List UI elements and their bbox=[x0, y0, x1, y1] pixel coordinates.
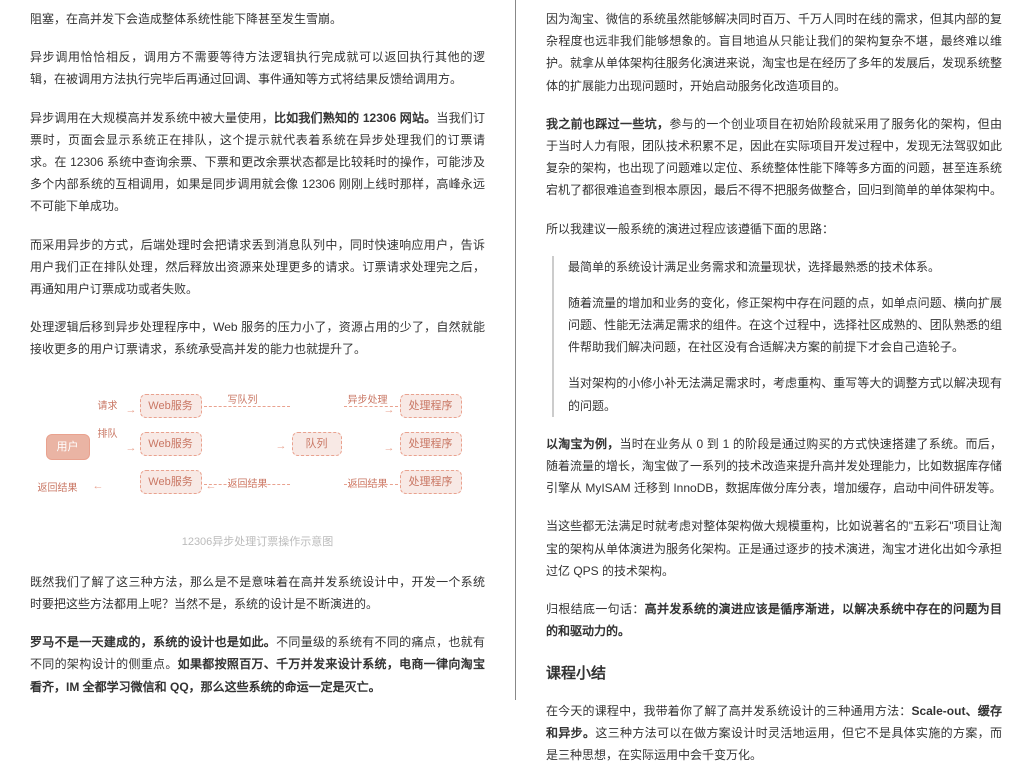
quote-item-1: 随着流量的增加和业务的变化，修正架构中存在问题的点，如单点问题、横向扩展问题、性… bbox=[568, 292, 1002, 359]
text-run: 比如我们熟知的 12306 网站。 bbox=[274, 111, 436, 125]
async-flow-diagram: 用户Web服务Web服务Web服务队列处理程序处理程序处理程序请求排队返回结果写… bbox=[38, 376, 478, 526]
diagram-node-web3: Web服务 bbox=[140, 470, 202, 494]
text-run: 所以我建议一般系统的演进过程应该遵循下面的思路： bbox=[546, 222, 834, 236]
right-para2-0: 以淘宝为例，当时在业务从 0 到 1 的阶段是通过购买的方式快速搭建了系统。而后… bbox=[546, 433, 1002, 500]
guideline-quote: 最简单的系统设计满足业务需求和流量现状，选择最熟悉的技术体系。随着流量的增加和业… bbox=[552, 256, 1002, 417]
diagram-arrow-1: → bbox=[126, 438, 137, 458]
text-run: 在今天的课程中，我带着你了解了高并发系统设计的三种通用方法： bbox=[546, 704, 911, 718]
diagram-node-proc1: 处理程序 bbox=[400, 394, 462, 418]
diagram-node-web1: Web服务 bbox=[140, 394, 202, 418]
diagram-label-0: 请求 bbox=[98, 398, 118, 417]
text-run: 罗马不是一天建成的，系统的设计也是如此。 bbox=[30, 635, 276, 649]
diagram-label-1: 排队 bbox=[98, 426, 118, 445]
diagram-arrow-7: ← bbox=[348, 476, 359, 496]
diagram-arrow-5: → bbox=[384, 400, 395, 420]
diagram-label-4: 返回结果 bbox=[228, 476, 268, 495]
diagram-label-5: 异步处理 bbox=[348, 392, 388, 411]
diagram-arrow-3: → bbox=[276, 436, 287, 456]
diagram-caption: 12306异步处理订票操作示意图 bbox=[30, 532, 485, 552]
diagram-node-proc2: 处理程序 bbox=[400, 432, 462, 456]
diagram-label-3: 写队列 bbox=[228, 392, 258, 411]
text-run: 因为淘宝、微信的系统虽然能够解决同时百万、千万人同时在线的需求，但其内部的复杂程… bbox=[546, 12, 1002, 93]
text-run: 处理逻辑后移到异步处理程序中，Web 服务的压力小了，资源占用的少了，自然就能接… bbox=[30, 320, 485, 356]
right-column: 因为淘宝、微信的系统虽然能够解决同时百万、千万人同时在线的需求，但其内部的复杂程… bbox=[516, 0, 1032, 700]
left-column: 阻塞，在高并发下会造成整体系统性能下降甚至发生雪崩。异步调用恰恰相反，调用方不需… bbox=[0, 0, 516, 700]
text-run: 异步调用在大规模高并发系统中被大量使用， bbox=[30, 111, 274, 125]
text-run: 这三种方法可以在做方案设计时灵活地运用，但它不是具体实施的方案，而是三种思想，在… bbox=[546, 726, 1002, 762]
diagram-line-3 bbox=[344, 484, 398, 485]
text-run: 阻塞，在高并发下会造成整体系统性能下降甚至发生雪崩。 bbox=[30, 12, 342, 26]
diagram-node-proc3: 处理程序 bbox=[400, 470, 462, 494]
quote-item-0: 最简单的系统设计满足业务需求和流量现状，选择最熟悉的技术体系。 bbox=[568, 256, 1002, 278]
right-para3-0: 在今天的课程中，我带着你了解了高并发系统设计的三种通用方法：Scale-out、… bbox=[546, 700, 1002, 767]
left-para-4: 处理逻辑后移到异步处理程序中，Web 服务的压力小了，资源占用的少了，自然就能接… bbox=[30, 316, 485, 360]
right-para-1: 我之前也踩过一些坑，参与的一个创业项目在初始阶段就采用了服务化的架构，但由于当时… bbox=[546, 113, 1002, 202]
text-run: 而采用异步的方式，后端处理时会把请求丢到消息队列中，同时快速响应用户，告诉用户我… bbox=[30, 238, 485, 296]
text-run: 归根结底一句话： bbox=[546, 602, 645, 616]
diagram-node-web2: Web服务 bbox=[140, 432, 202, 456]
left-para-after-1: 罗马不是一天建成的，系统的设计也是如此。不同量级的系统有不同的痛点，也就有不同的… bbox=[30, 631, 485, 698]
diagram-arrow-4: ← bbox=[206, 476, 217, 496]
text-run: 以淘宝为例， bbox=[546, 437, 619, 451]
right-para2-2: 归根结底一句话：高并发系统的演进应该是循序渐进，以解决系统中存在的问题为目的和驱… bbox=[546, 598, 1002, 642]
diagram-line-1 bbox=[204, 484, 290, 485]
diagram-arrow-2: ← bbox=[93, 476, 104, 496]
right-para2-1: 当这些都无法满足时就考虑对整体架构做大规模重构，比如说著名的"五彩石"项目让淘宝… bbox=[546, 515, 1002, 582]
diagram-line-0 bbox=[204, 406, 290, 407]
diagram-arrow-0: → bbox=[126, 400, 137, 420]
section-heading: 课程小结 bbox=[546, 660, 1002, 688]
diagram-arrow-6: → bbox=[384, 438, 395, 458]
left-para-0: 阻塞，在高并发下会造成整体系统性能下降甚至发生雪崩。 bbox=[30, 8, 485, 30]
diagram-line-2 bbox=[344, 406, 398, 407]
left-para-2: 异步调用在大规模高并发系统中被大量使用，比如我们熟知的 12306 网站。当我们… bbox=[30, 107, 485, 218]
diagram-node-user: 用户 bbox=[46, 434, 90, 460]
left-para-after-0: 既然我们了解了这三种方法，那么是不是意味着在高并发系统设计中，开发一个系统时要把… bbox=[30, 571, 485, 615]
diagram-node-queue: 队列 bbox=[292, 432, 342, 456]
text-run: 异步调用恰恰相反，调用方不需要等待方法逻辑执行完成就可以返回执行其他的逻辑，在被… bbox=[30, 50, 485, 86]
left-para-1: 异步调用恰恰相反，调用方不需要等待方法逻辑执行完成就可以返回执行其他的逻辑，在被… bbox=[30, 46, 485, 90]
text-run: 既然我们了解了这三种方法，那么是不是意味着在高并发系统设计中，开发一个系统时要把… bbox=[30, 575, 485, 611]
text-run: 当这些都无法满足时就考虑对整体架构做大规模重构，比如说著名的"五彩石"项目让淘宝… bbox=[546, 519, 1002, 577]
diagram-label-2: 返回结果 bbox=[38, 480, 78, 499]
text-run: 当我们订票时，页面会显示系统正在排队，这个提示就代表着系统在异步处理我们的订票请… bbox=[30, 111, 485, 214]
quote-item-2: 当对架构的小修小补无法满足需求时，考虑重构、重写等大的调整方式以解决现有的问题。 bbox=[568, 372, 1002, 416]
two-column-page: 阻塞，在高并发下会造成整体系统性能下降甚至发生雪崩。异步调用恰恰相反，调用方不需… bbox=[0, 0, 1032, 700]
right-para-0: 因为淘宝、微信的系统虽然能够解决同时百万、千万人同时在线的需求，但其内部的复杂程… bbox=[546, 8, 1002, 97]
text-run: 我之前也踩过一些坑， bbox=[546, 117, 669, 131]
right-para-2: 所以我建议一般系统的演进过程应该遵循下面的思路： bbox=[546, 218, 1002, 240]
left-para-3: 而采用异步的方式，后端处理时会把请求丢到消息队列中，同时快速响应用户，告诉用户我… bbox=[30, 234, 485, 301]
